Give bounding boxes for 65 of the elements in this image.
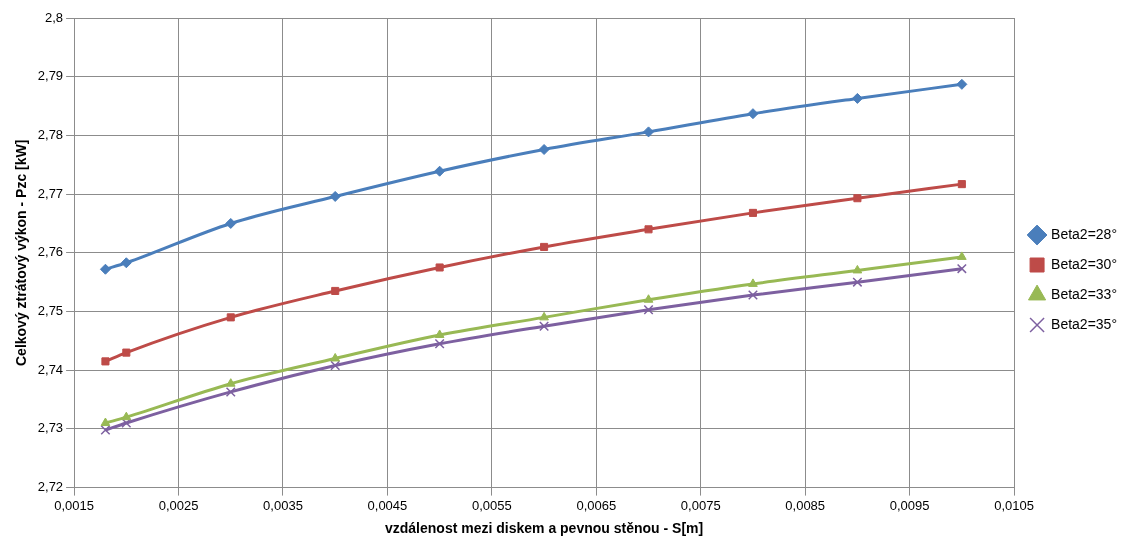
point	[226, 313, 235, 322]
legend-label: Beta2=30°	[1051, 255, 1117, 272]
y-tick-label: 2,77	[37, 185, 64, 201]
x-tick-label: 0,0075	[680, 497, 721, 513]
point	[100, 417, 111, 427]
point	[434, 165, 446, 177]
x-tick-label: 0,0055	[471, 497, 512, 513]
x-axis-title: vzdálenost mezi diskem a pevnou stěnou - S[m]	[384, 520, 704, 537]
point	[748, 208, 757, 217]
point	[852, 264, 863, 274]
point	[330, 360, 341, 371]
y-tick-label: 2,74	[37, 361, 64, 377]
y-tick-label: 2,72	[37, 479, 64, 495]
legend-label: Beta2=28°	[1051, 225, 1117, 242]
point	[852, 277, 863, 288]
legend-label: Beta2=35°	[1051, 315, 1117, 332]
point	[747, 108, 759, 120]
x-tick-label: 0,0095	[889, 497, 930, 513]
x-tick-label: 0,0025	[158, 497, 199, 513]
point	[225, 378, 236, 387]
legend-label: Beta2=33°	[1051, 285, 1117, 302]
y-tick-label: 2,79	[37, 68, 64, 84]
point	[957, 180, 966, 189]
point	[956, 78, 968, 90]
point	[434, 338, 445, 349]
y-tick-label: 2,76	[37, 244, 64, 260]
x-tick-label: 0,0065	[576, 497, 617, 513]
x-tick-label: 0,0085	[785, 497, 826, 513]
point	[225, 217, 237, 229]
point	[643, 304, 654, 315]
point	[331, 286, 340, 295]
point	[100, 425, 111, 436]
point	[121, 411, 132, 421]
point	[225, 386, 236, 397]
point	[643, 294, 654, 303]
point	[539, 311, 549, 321]
x-tick-label: 0,0035	[263, 497, 303, 513]
point	[539, 321, 550, 332]
point	[643, 126, 655, 138]
point	[120, 257, 132, 269]
point	[122, 348, 131, 357]
point	[956, 263, 967, 274]
point	[747, 290, 758, 301]
x-tick-label: 0,0105	[994, 497, 1034, 513]
point	[434, 329, 445, 338]
point	[853, 194, 862, 203]
point	[101, 357, 110, 366]
point	[851, 92, 863, 104]
y-axis-title: Celkový ztrátový výkon - Pzc [kW]	[13, 139, 30, 366]
point	[748, 278, 758, 287]
y-tick-label: 2,78	[37, 126, 64, 142]
point	[330, 352, 341, 362]
x-tick-label: 0,0045	[367, 497, 408, 513]
point	[121, 418, 132, 429]
point	[435, 263, 444, 272]
point	[957, 251, 967, 260]
y-tick-label: 2,75	[37, 303, 64, 319]
y-tick-label: 2,8	[45, 9, 64, 25]
y-tick-label: 2,73	[37, 420, 64, 436]
point	[538, 143, 550, 155]
point	[99, 263, 111, 275]
point	[329, 190, 341, 202]
point	[644, 225, 653, 234]
x-tick-label: 0,0015	[54, 497, 94, 513]
point	[540, 242, 549, 251]
